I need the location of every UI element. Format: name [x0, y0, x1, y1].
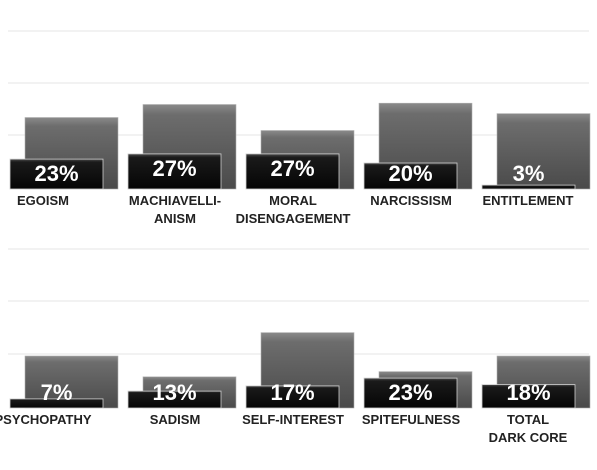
- value-label: 3%: [513, 161, 545, 186]
- value-label: 23%: [388, 380, 432, 405]
- category-label: SPITEFULNESS: [362, 412, 461, 427]
- value-label: 18%: [506, 380, 550, 405]
- category-label: PSYCHOPATHY: [0, 412, 92, 427]
- value-label: 7%: [41, 380, 73, 405]
- value-label: 27%: [152, 156, 196, 181]
- bar-value: [481, 384, 576, 409]
- value-label: 23%: [34, 161, 78, 186]
- value-label: 20%: [388, 161, 432, 186]
- category-label: MACHIAVELLI-ANISM: [129, 193, 221, 226]
- bar-value: [245, 385, 340, 409]
- bar-value: [127, 153, 222, 190]
- bar-value: [245, 153, 340, 190]
- value-label: 13%: [152, 380, 196, 405]
- bar-value: [9, 398, 104, 409]
- value-label: 27%: [270, 156, 314, 181]
- bar-value: [481, 184, 576, 190]
- bar-value: [127, 390, 222, 409]
- bar-value: [9, 158, 104, 190]
- bar-value: [363, 377, 458, 409]
- bar-value: [363, 162, 458, 190]
- category-label: ENTITLEMENT: [483, 193, 574, 208]
- value-label: 17%: [270, 380, 314, 405]
- category-label: SADISM: [150, 412, 201, 427]
- category-label: MORAL DISENGAGEMENT: [236, 193, 351, 226]
- category-label: NARCISSISM: [370, 193, 452, 208]
- category-label: EGOISM: [17, 193, 69, 208]
- labels: 23% EGOISM 27% MACHIAVELLI-ANISM 27% MORAL DIS…: [0, 156, 574, 445]
- category-label: SELF-INTEREST: [242, 412, 344, 427]
- bars: [9, 102, 591, 409]
- category-label: TOTAL DARK CORE: [489, 412, 568, 445]
